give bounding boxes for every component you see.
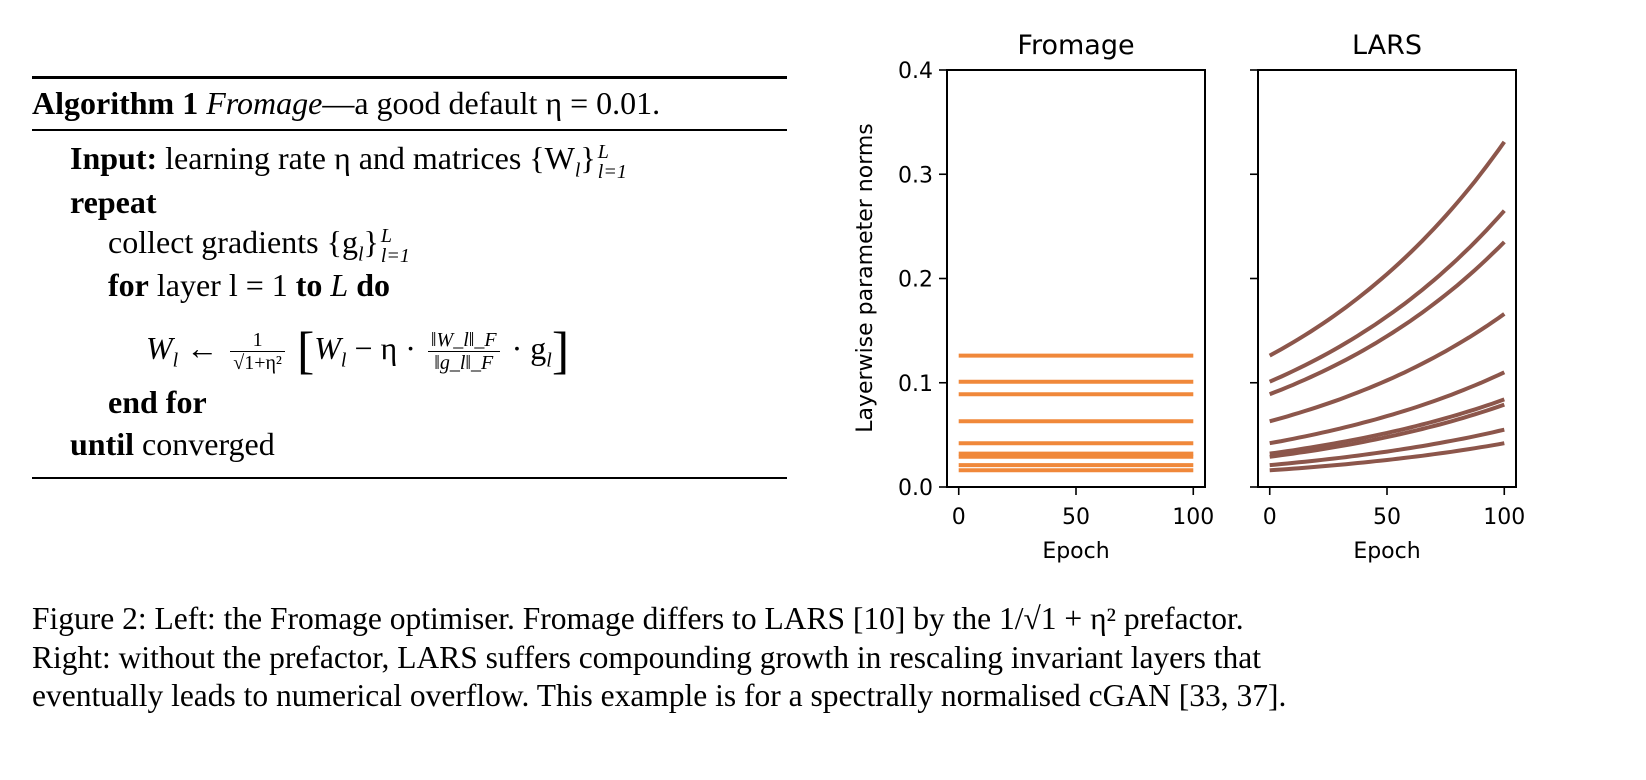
prefactor-denominator: √1+η² bbox=[233, 352, 282, 375]
algorithm-update-line: Wl ← 1 √1+η² [Wl − η · ‖W_l‖_F ‖g_l‖_F ·… bbox=[146, 318, 569, 382]
series-line-layer-1 bbox=[1268, 140, 1506, 358]
input-text: learning rate η and matrices {W bbox=[165, 140, 575, 176]
algorithm-for-line: for layer l = 1 to L do bbox=[108, 265, 390, 305]
y-tick-label: 0.1 bbox=[898, 372, 933, 397]
x-tick-label: 0 bbox=[952, 505, 966, 530]
chart-panel-lars: LARS Epoch 0 50 100 bbox=[1250, 30, 1525, 564]
axes: 0 50 100 bbox=[1250, 69, 1525, 530]
update-body-w: W bbox=[314, 330, 341, 366]
y-tick-label: 0.0 bbox=[898, 476, 933, 501]
algorithm-title: Algorithm 1 Fromage—a good default η = 0… bbox=[32, 83, 787, 123]
algorithm-label: Algorithm 1 bbox=[32, 85, 199, 121]
caption-line-3: eventually leads to numerical overflow. … bbox=[32, 678, 1287, 713]
series-line-layer-9 bbox=[1269, 441, 1505, 473]
update-tail: · g bbox=[511, 330, 547, 366]
series-line-layer-6 bbox=[1269, 397, 1505, 456]
algorithm-bottom-rule bbox=[32, 477, 787, 479]
caption-line-2: Right: without the prefactor, LARS suffe… bbox=[32, 639, 1262, 675]
algorithm-repeat-line: repeat bbox=[70, 182, 156, 222]
bracket-open: [ bbox=[296, 322, 315, 380]
y-tick-label: 0.2 bbox=[898, 268, 933, 293]
collect-text: collect gradients {g bbox=[108, 224, 358, 260]
series-group bbox=[958, 353, 1194, 473]
update-body-minus: − η · bbox=[346, 330, 416, 366]
for-keyword: for bbox=[108, 267, 149, 303]
collect-close: } bbox=[363, 224, 379, 260]
x-tick-label: 100 bbox=[1483, 505, 1525, 530]
for-text: layer l = 1 bbox=[156, 267, 288, 303]
input-close: } bbox=[580, 140, 596, 176]
charts-figure: Fromage Epoch Layerwise parameter norms … bbox=[853, 30, 1525, 564]
y-tick-label: 0.3 bbox=[898, 163, 933, 188]
y-axis-label: Layerwise parameter norms bbox=[853, 123, 878, 433]
x-axis-label: Epoch bbox=[1042, 539, 1109, 564]
update-body-w-sub: l bbox=[340, 349, 347, 372]
series-group bbox=[1268, 140, 1506, 473]
plot-frame bbox=[946, 69, 1206, 488]
for-L: L bbox=[330, 267, 349, 303]
update-lhs-sub: l bbox=[172, 349, 179, 372]
algorithm-until-line: until converged bbox=[70, 424, 275, 464]
do-keyword: do bbox=[356, 267, 390, 303]
caption-line-1: Figure 2: Left: the Fromage optimiser. F… bbox=[32, 601, 1244, 636]
update-tail-sub: l bbox=[546, 349, 552, 372]
norm-ratio-denominator: ‖g_l‖_F bbox=[434, 352, 494, 375]
chart-panel-fromage: Fromage Epoch Layerwise parameter norms … bbox=[853, 30, 1214, 564]
repeat-keyword: repeat bbox=[70, 184, 157, 220]
x-tick-label: 100 bbox=[1172, 505, 1214, 530]
endfor-keyword: end for bbox=[108, 384, 207, 420]
algorithm-name: Fromage bbox=[206, 85, 323, 121]
collect-sub: l=1 bbox=[380, 244, 410, 267]
norm-ratio-numerator: ‖W_l‖_F bbox=[427, 329, 500, 353]
x-tick-label: 0 bbox=[1263, 505, 1277, 530]
norm-ratio-fraction: ‖W_l‖_F ‖g_l‖_F bbox=[427, 329, 500, 375]
to-keyword: to bbox=[295, 267, 323, 303]
algorithm-input-line: Input: learning rate η and matrices {Wl}… bbox=[70, 138, 627, 182]
prefactor-fraction: 1 √1+η² bbox=[230, 329, 285, 374]
collect-sub-l: l bbox=[357, 243, 364, 266]
algorithm-mid-rule bbox=[32, 129, 787, 131]
update-lhs: W bbox=[146, 330, 173, 366]
series-line-layer-5 bbox=[1269, 370, 1506, 446]
update-arrow: ← bbox=[186, 330, 219, 366]
algorithm-endfor-line: end for bbox=[108, 382, 207, 422]
bracket-close: ] bbox=[551, 322, 570, 380]
series-line-layer-8 bbox=[1269, 427, 1505, 468]
x-tick-label: 50 bbox=[1062, 505, 1090, 530]
input-keyword: Input: bbox=[70, 140, 158, 176]
x-tick-label: 50 bbox=[1373, 505, 1401, 530]
algorithm-title-rest: —a good default η = 0.01. bbox=[322, 85, 661, 121]
collect-sup: L bbox=[380, 224, 392, 247]
axes: 0 50 100 0.0 0.1 0.2 0.3 0.4 bbox=[898, 59, 1214, 530]
plot-frame bbox=[1257, 69, 1517, 488]
input-sub-l: l bbox=[574, 159, 581, 182]
x-axis-label: Epoch bbox=[1353, 539, 1420, 564]
algorithm-top-rule bbox=[32, 76, 787, 79]
input-sup: L bbox=[597, 140, 609, 163]
prefactor-numerator: 1 bbox=[230, 329, 285, 353]
series-line-layer-3 bbox=[1268, 240, 1506, 397]
until-text: converged bbox=[142, 426, 275, 462]
series-line-layer-7 bbox=[1269, 402, 1505, 459]
chart-title: LARS bbox=[1352, 30, 1422, 61]
series-line-layer-4 bbox=[1269, 312, 1506, 424]
y-tick-label: 0.4 bbox=[898, 59, 933, 84]
series-line-layer-2 bbox=[1268, 209, 1506, 384]
figure-caption: Figure 2: Left: the Fromage optimiser. F… bbox=[32, 600, 1552, 716]
until-keyword: until bbox=[70, 426, 135, 462]
algorithm-box: Algorithm 1 Fromage—a good default η = 0… bbox=[32, 76, 787, 131]
chart-title: Fromage bbox=[1017, 30, 1134, 61]
input-sub: l=1 bbox=[597, 160, 627, 183]
